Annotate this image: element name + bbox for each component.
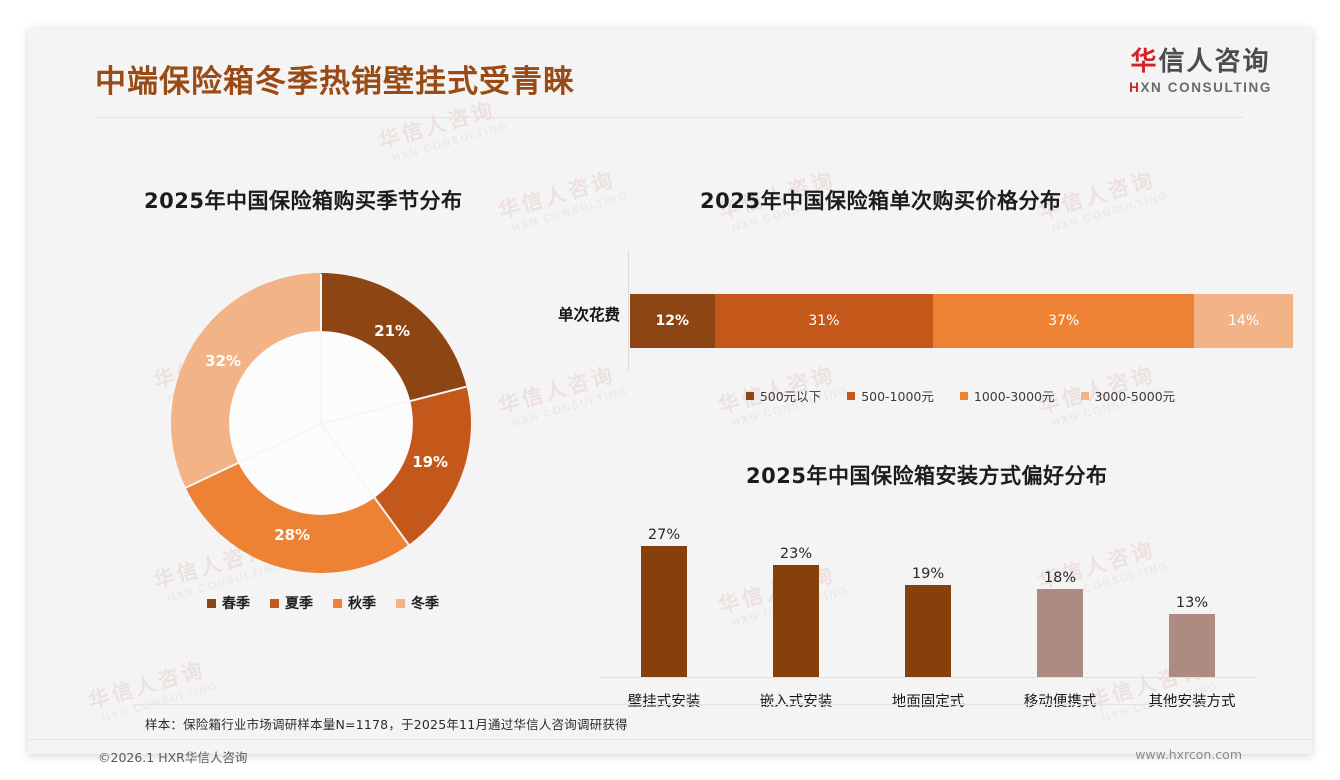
- stacked-bar-legend-item[interactable]: 500元以下: [745, 386, 822, 405]
- column-value-label: 23%: [779, 546, 813, 563]
- logo-english-rest: XN CONSULTING: [1140, 79, 1272, 95]
- footer-divider: [28, 739, 1312, 740]
- column-category-label: 地面固定式: [891, 694, 965, 710]
- legend-swatch-icon: [270, 598, 279, 608]
- title-divider: [95, 117, 1243, 118]
- stacked-bar-legend: 500元以下 500-1000元 1000-3000元 3000-5000元: [628, 386, 1293, 405]
- legend-label: 3000-5000元: [1094, 389, 1176, 404]
- column-category-label: 其他安装方式: [1148, 694, 1236, 710]
- stacked-bar-chart: 12% 31% 37% 14%: [628, 250, 1293, 372]
- donut-legend-item[interactable]: 冬季: [396, 593, 439, 613]
- legend-swatch-icon: [847, 391, 856, 400]
- logo-english-accent: H: [1129, 79, 1141, 95]
- logo-chinese-accent: 华: [1130, 47, 1159, 77]
- donut-value-label: 21%: [374, 322, 411, 341]
- website-link[interactable]: www.hxrcon.com: [1135, 747, 1242, 762]
- column-chart: 27% 壁挂式安装 23% 嵌入式安装 19% 地面固定式 18% 移动便携式 13% 其他安装方…: [598, 506, 1258, 710]
- donut-slice-separator: [320, 274, 322, 424]
- stacked-bar-track: 12% 31% 37% 14%: [630, 294, 1293, 348]
- stacked-bar-legend-item[interactable]: 3000-5000元: [1080, 386, 1176, 405]
- stacked-bar-title: 2025年中国保险箱单次购买价格分布: [700, 189, 1062, 213]
- logo-chinese: 华信人咨询: [1129, 48, 1272, 77]
- column-bar[interactable]: [1169, 613, 1215, 677]
- column-bar[interactable]: [905, 584, 951, 677]
- stacked-bar-segment[interactable]: 37%: [933, 294, 1195, 348]
- column-category-label: 壁挂式安装: [627, 694, 701, 710]
- stacked-bar-segment[interactable]: 31%: [714, 294, 934, 348]
- stacked-bar-legend-item[interactable]: 500-1000元: [847, 386, 934, 405]
- legend-swatch-icon: [207, 598, 216, 608]
- column-value-label: 13%: [1175, 594, 1209, 611]
- column-value-label: 19%: [911, 565, 945, 582]
- legend-swatch-icon: [1080, 391, 1089, 400]
- column-value-label: 27%: [647, 526, 681, 543]
- column-bar-group[interactable]: [1005, 589, 1115, 677]
- note-divider: [133, 704, 1207, 705]
- legend-label: 夏季: [285, 596, 313, 612]
- stacked-bar-legend-item[interactable]: 1000-3000元: [959, 386, 1055, 405]
- legend-swatch-icon: [959, 391, 968, 400]
- column-bar-group[interactable]: [1137, 613, 1247, 677]
- column-bar-group[interactable]: [609, 545, 719, 677]
- column-bar[interactable]: [773, 565, 819, 677]
- slide-header: 中端保险箱冬季热销壁挂式受青睐 华信人咨询 HXN CONSULTING: [28, 28, 1312, 124]
- column-bar[interactable]: [1037, 589, 1083, 677]
- logo-chinese-rest: 信人咨询: [1158, 47, 1271, 77]
- stacked-bar-axis-line: [628, 250, 629, 372]
- donut-legend-item[interactable]: 秋季: [333, 593, 376, 613]
- donut-legend: 春季 夏季 秋季 冬季: [143, 593, 503, 613]
- legend-label: 春季: [222, 596, 250, 612]
- sample-note: 样本：保险箱行业市场调研样本量N=1178，于2025年11月通过华信人咨询调研…: [145, 717, 628, 732]
- donut-chart: 21% 19% 28% 32% 春季 夏季 秋季 冬季: [143, 273, 503, 613]
- stacked-bar-segment[interactable]: 12%: [630, 294, 715, 348]
- donut-value-label: 32%: [205, 351, 241, 370]
- logo-english: HXN CONSULTING: [1129, 80, 1272, 95]
- donut-legend-item[interactable]: 夏季: [270, 593, 313, 613]
- column-bar-group[interactable]: [741, 565, 851, 677]
- slide-canvas: 华信人咨询 HXN CONSULTING 华信人咨询 HXN CONSULTING 华信…: [28, 28, 1312, 765]
- legend-label: 秋季: [348, 596, 376, 612]
- legend-label: 500元以下: [759, 389, 822, 404]
- legend-label: 冬季: [411, 596, 439, 612]
- donut-chart-title: 2025年中国保险箱购买季节分布: [144, 189, 463, 213]
- legend-swatch-icon: [333, 598, 342, 608]
- page-title: 中端保险箱冬季热销壁挂式受青睐: [95, 64, 575, 100]
- company-logo: 华信人咨询 HXN CONSULTING: [1129, 48, 1272, 95]
- column-bar[interactable]: [641, 545, 687, 677]
- stacked-bar-category-label: 单次花费: [557, 306, 620, 324]
- column-chart-baseline: [598, 677, 1258, 678]
- legend-swatch-icon: [396, 598, 405, 608]
- column-chart-title: 2025年中国保险箱安装方式偏好分布: [746, 464, 1108, 488]
- legend-swatch-icon: [745, 391, 754, 400]
- column-value-label: 18%: [1043, 570, 1077, 587]
- column-category-label: 移动便携式: [1023, 694, 1097, 710]
- copyright-text: ©2026.1 HXR华信人咨询: [98, 750, 248, 765]
- donut-value-label: 19%: [412, 453, 449, 472]
- column-category-label: 嵌入式安装: [759, 694, 833, 710]
- stacked-bar-segment[interactable]: 14%: [1194, 294, 1293, 348]
- column-bar-group[interactable]: [873, 584, 983, 677]
- legend-label: 1000-3000元: [973, 389, 1055, 404]
- legend-label: 500-1000元: [861, 389, 934, 404]
- donut-legend-item[interactable]: 春季: [207, 593, 250, 613]
- donut-value-label: 28%: [274, 526, 311, 545]
